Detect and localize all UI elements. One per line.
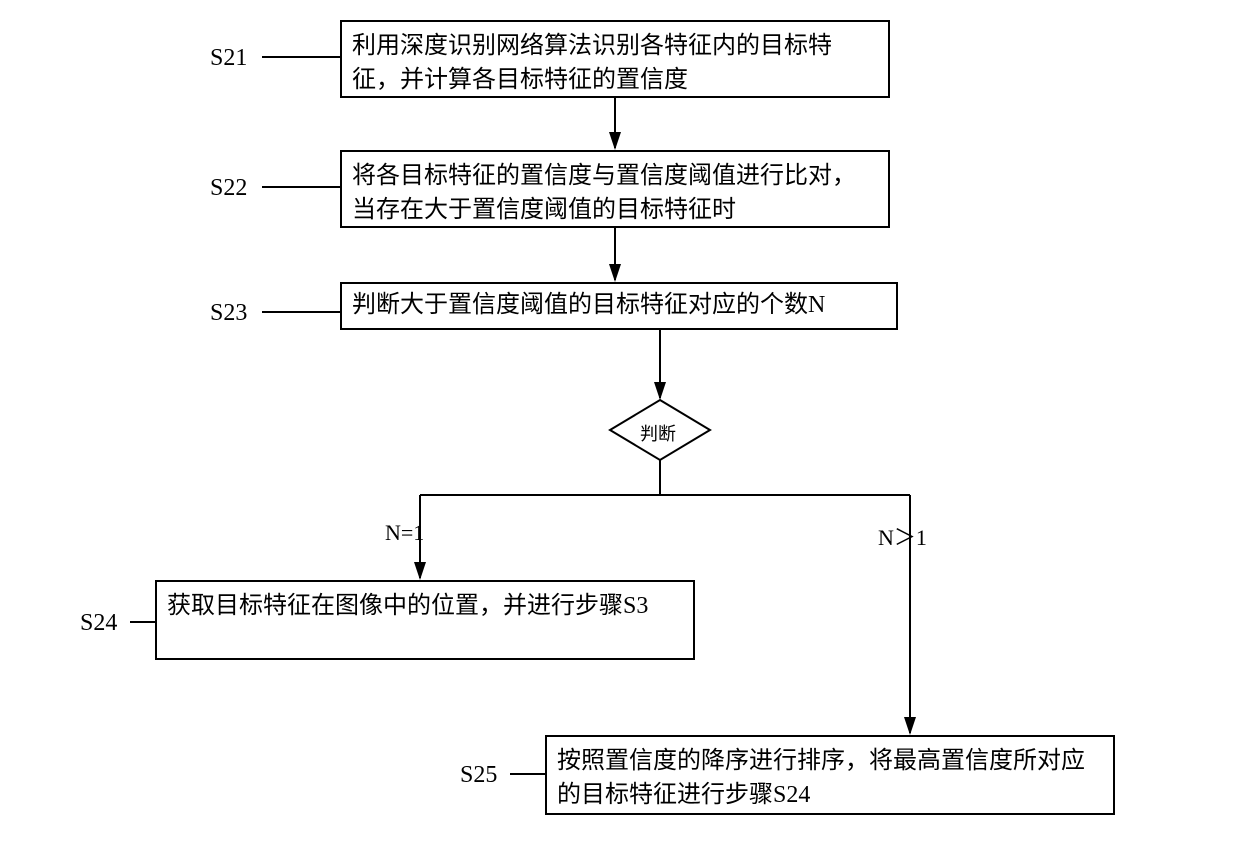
- flowchart-edges: [0, 0, 1240, 855]
- step-box-s21: 利用深度识别网络算法识别各特征内的目标特征，并计算各目标特征的置信度: [340, 20, 890, 98]
- edge-label-left: N=1: [385, 520, 424, 546]
- step-box-s25: 按照置信度的降序进行排序，将最高置信度所对应的目标特征进行步骤S24: [545, 735, 1115, 815]
- edge-label-right: N＞1: [878, 520, 927, 552]
- step-label-s22: S22: [210, 175, 247, 202]
- step-label-s24: S24: [80, 610, 117, 637]
- step-label-s21: S21: [210, 45, 247, 72]
- decision-label: 判断: [640, 420, 676, 446]
- step-box-s23: 判断大于置信度阈值的目标特征对应的个数N: [340, 282, 898, 330]
- step-box-s24: 获取目标特征在图像中的位置，并进行步骤S3: [155, 580, 695, 660]
- step-box-s22: 将各目标特征的置信度与置信度阈值进行比对，当存在大于置信度阈值的目标特征时: [340, 150, 890, 228]
- step-label-s25: S25: [460, 762, 497, 789]
- flowchart-canvas: 判断 S21 利用深度识别网络算法识别各特征内的目标特征，并计算各目标特征的置信…: [0, 0, 1240, 855]
- step-label-s23: S23: [210, 300, 247, 327]
